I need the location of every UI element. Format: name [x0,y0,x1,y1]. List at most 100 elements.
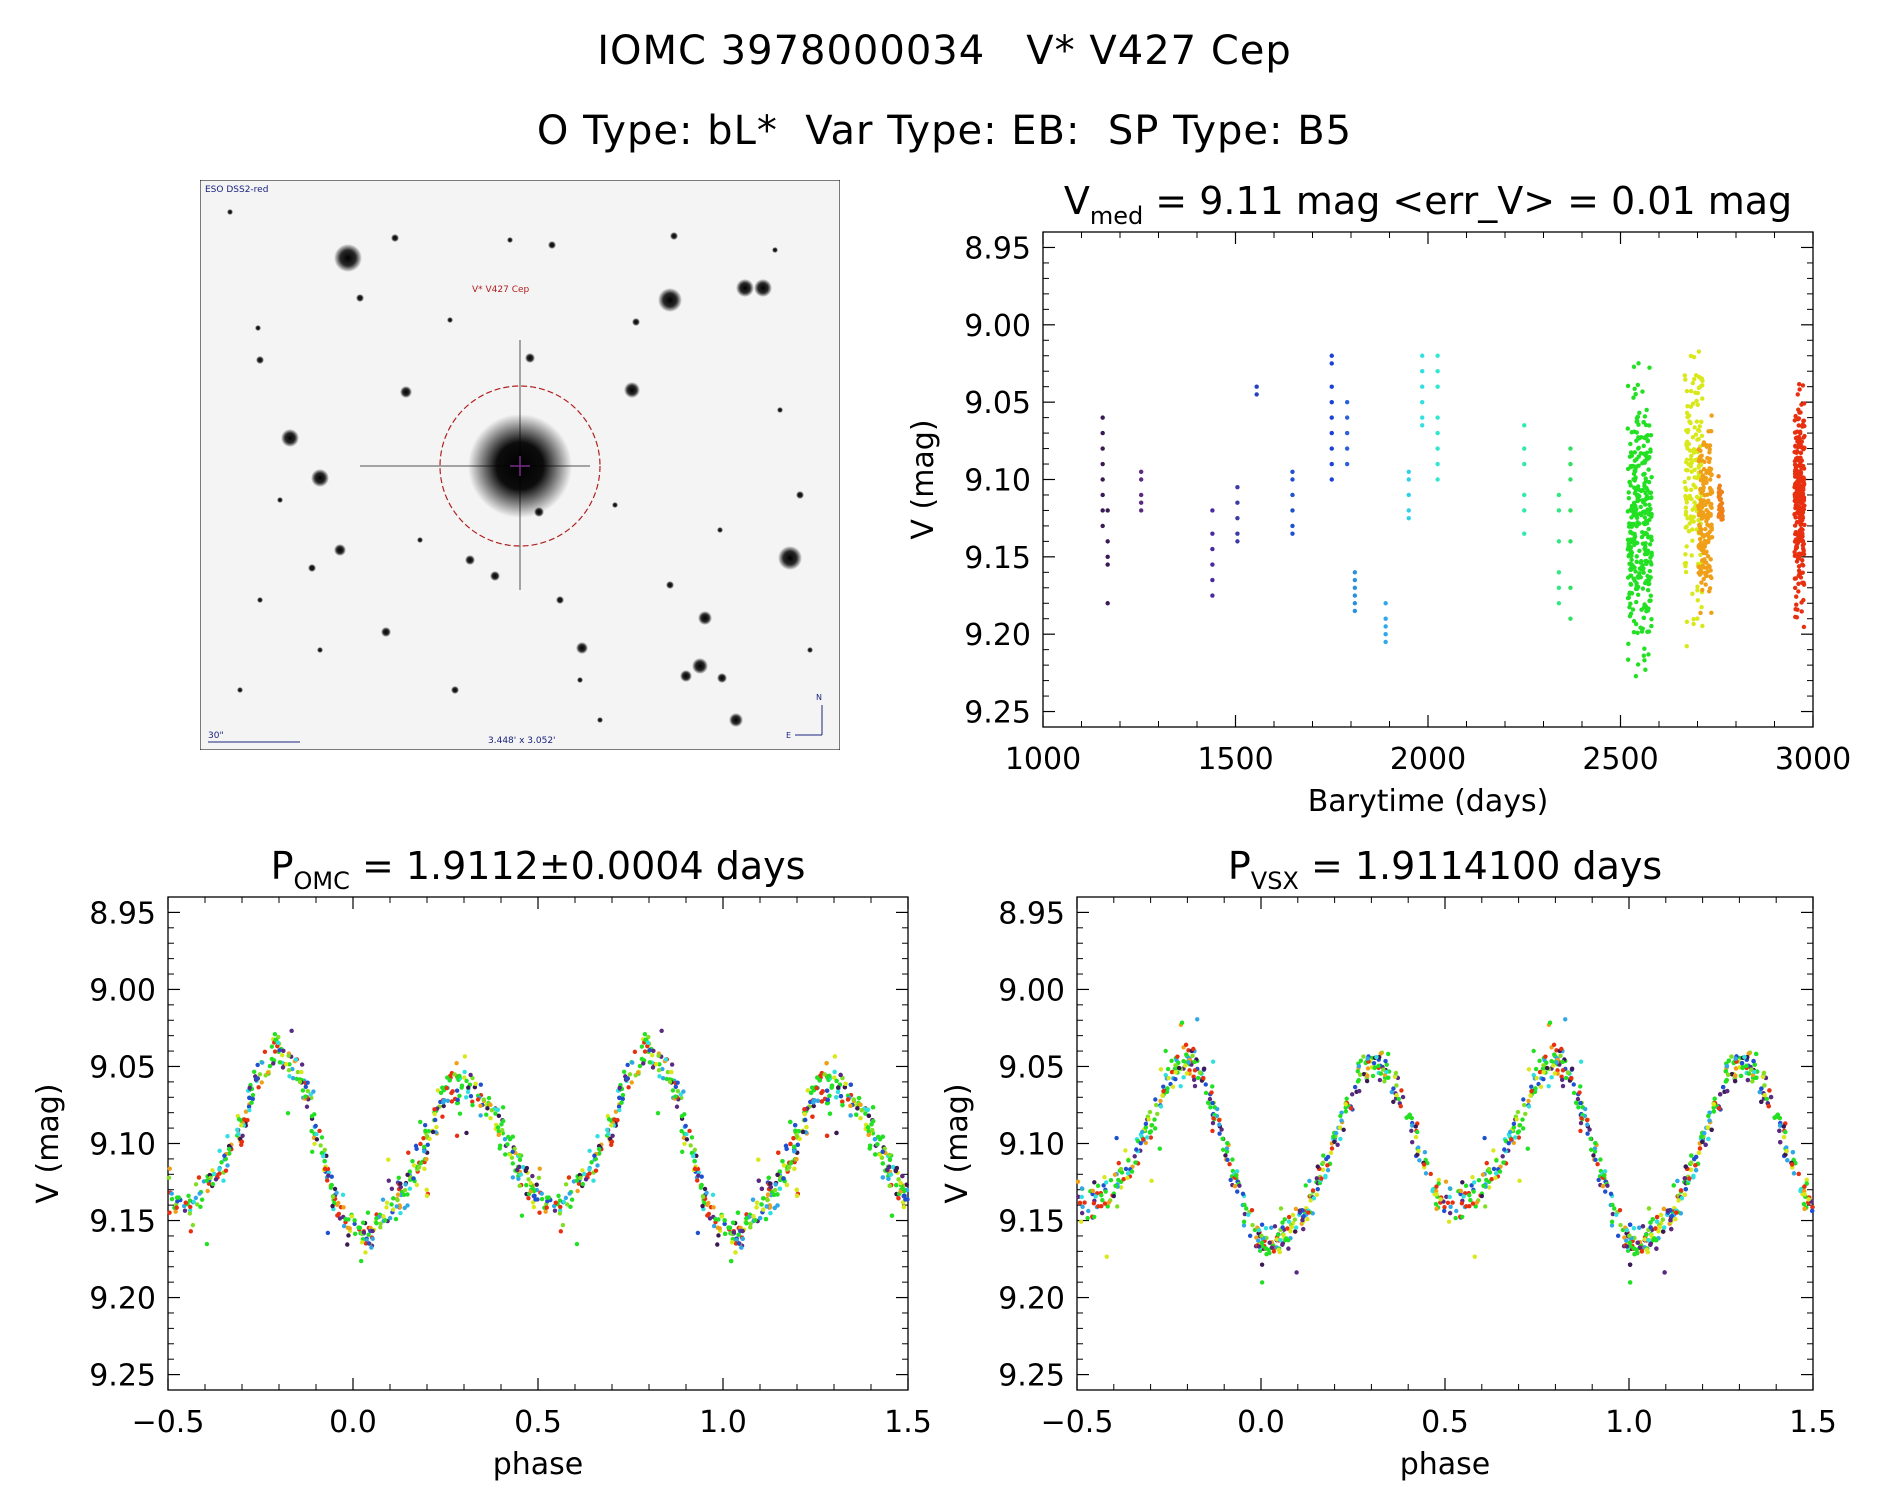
data-point [1271,1249,1277,1254]
data-point [1718,502,1723,507]
data-point [1702,541,1708,546]
data-point [1707,456,1712,462]
data-point [1698,530,1704,536]
data-point [1484,1160,1489,1166]
data-point [1695,598,1701,603]
data-point [1689,453,1694,459]
data-point [1531,1048,1536,1054]
data-point [1556,492,1562,498]
data-point [1711,1109,1717,1114]
data-point [1155,1111,1160,1117]
data-point [1556,601,1562,606]
sky-star [577,677,583,683]
data-point [1264,1252,1269,1257]
data-point [1079,1186,1085,1191]
data-point [1406,477,1411,482]
sky-star [334,544,346,556]
data-point [1525,1146,1530,1151]
data-point [1633,468,1638,474]
data-point [1635,1240,1640,1245]
data-point [1170,1084,1176,1089]
data-point [1809,1208,1815,1214]
data-point [1631,537,1636,542]
data-point [1522,1102,1527,1108]
data-point [1277,1249,1282,1255]
data-point [1716,514,1721,519]
data-point [1393,1070,1399,1076]
data-point [1286,1219,1292,1224]
data-point [1646,526,1651,532]
data-point [1541,1076,1546,1082]
data-point [1522,492,1527,498]
data-point [1165,1066,1171,1072]
data-point [1105,554,1110,560]
sky-star [777,407,783,413]
data-point [1684,388,1690,394]
data-point [1632,1252,1637,1257]
data-point [1691,447,1697,452]
data-point [1705,492,1710,497]
data-point [1647,502,1652,508]
target-label: V* V427 Cep [472,285,530,295]
data-point [1709,413,1714,418]
data-point [1630,607,1636,612]
target-circle [439,385,601,547]
data-point [1493,1171,1499,1176]
data-point [1105,508,1110,513]
data-point [1643,453,1648,458]
data-point [1703,513,1708,518]
data-point [1235,485,1240,490]
data-point [1631,395,1636,400]
data-point [1225,1157,1230,1163]
data-point [1643,558,1648,564]
data-point [1696,1150,1702,1156]
x-tick-label: 2500 [1582,742,1658,777]
data-point [1629,453,1635,458]
data-point [1556,539,1562,544]
data-point [1560,1083,1566,1089]
data-point [1100,523,1105,529]
data-point [1344,430,1350,436]
data-point [1646,652,1651,657]
data-point [1210,508,1215,513]
data-point [1802,1206,1807,1212]
data-point [1497,1169,1503,1174]
figure-title: IOMC 3978000034 V* V427 Cep [597,28,1292,74]
data-point [1329,477,1334,482]
sky-star [255,325,261,331]
data-point [1556,585,1562,590]
data-point [1633,391,1638,397]
data-point [1079,1210,1085,1216]
data-point [1634,493,1640,498]
data-point [1573,1100,1579,1105]
data-point [1152,1117,1157,1122]
data-point [1269,1225,1274,1230]
data-point [1695,437,1700,442]
data-point [1522,446,1527,451]
data-point [1396,1096,1401,1102]
data-point [1579,1116,1584,1121]
data-point [1703,560,1709,565]
data-point [1177,1065,1182,1071]
data-point [1709,522,1714,528]
data-point [1220,1147,1226,1152]
data-point [1726,1058,1732,1063]
data-point [1796,1171,1801,1177]
data-point [1605,1183,1610,1188]
data-point [1638,560,1643,565]
data-point [1693,1154,1699,1160]
data-point [1344,446,1350,451]
data-point [1377,1077,1383,1083]
data-point [1683,485,1688,491]
data-point [1684,619,1690,625]
sky-star [670,232,678,240]
data-point [1632,478,1637,483]
data-point [1640,530,1645,535]
data-point [1282,1217,1287,1222]
data-point [1645,629,1650,634]
data-point [1584,1117,1590,1123]
data-point [1637,410,1642,416]
data-point [1100,446,1105,451]
data-point [1493,1175,1498,1181]
data-point [1149,1122,1155,1128]
